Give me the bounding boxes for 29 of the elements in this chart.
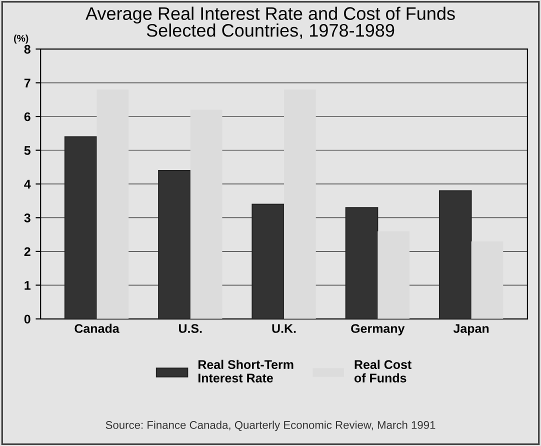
bar [378, 231, 410, 319]
y-tick-label: 8 [24, 44, 30, 54]
x-tick-label: U.K. [272, 324, 296, 333]
source-note: Source: Finance Canada, Quarterly Economic Review, March 1991 [106, 420, 436, 432]
bar [190, 110, 222, 319]
y-tick-label: 5 [24, 146, 31, 155]
y-tick-label: 6 [24, 112, 30, 122]
bar [64, 136, 98, 319]
x-tick-label: Canada [74, 324, 120, 333]
x-tick-label: U.S. [178, 324, 202, 333]
x-tick-label: Germany [351, 324, 405, 336]
y-tick-label: 1 [24, 281, 31, 290]
bar [96, 90, 129, 319]
chart-title: Average Real Interest Rate and Cost of Funds Selected Countries, 1978-1989 [86, 6, 455, 39]
y-tick-label: 2 [24, 247, 30, 256]
y-tick-label: 0 [24, 314, 30, 324]
bar [158, 170, 191, 319]
legend-label: Real Cost of Funds [354, 360, 412, 382]
bar [252, 204, 285, 319]
y-tick-label: 3 [24, 214, 30, 222]
bar [471, 241, 504, 319]
y-tick-label: 7 [24, 78, 30, 88]
bar [284, 90, 316, 319]
bar [438, 190, 472, 319]
legend-label: Real Short-Term Interest Rate [198, 360, 294, 382]
x-tick-label: Japan [453, 324, 489, 336]
bar [345, 207, 378, 319]
y-axis-title: (%) [14, 34, 28, 44]
y-tick-label: 4 [24, 180, 31, 189]
